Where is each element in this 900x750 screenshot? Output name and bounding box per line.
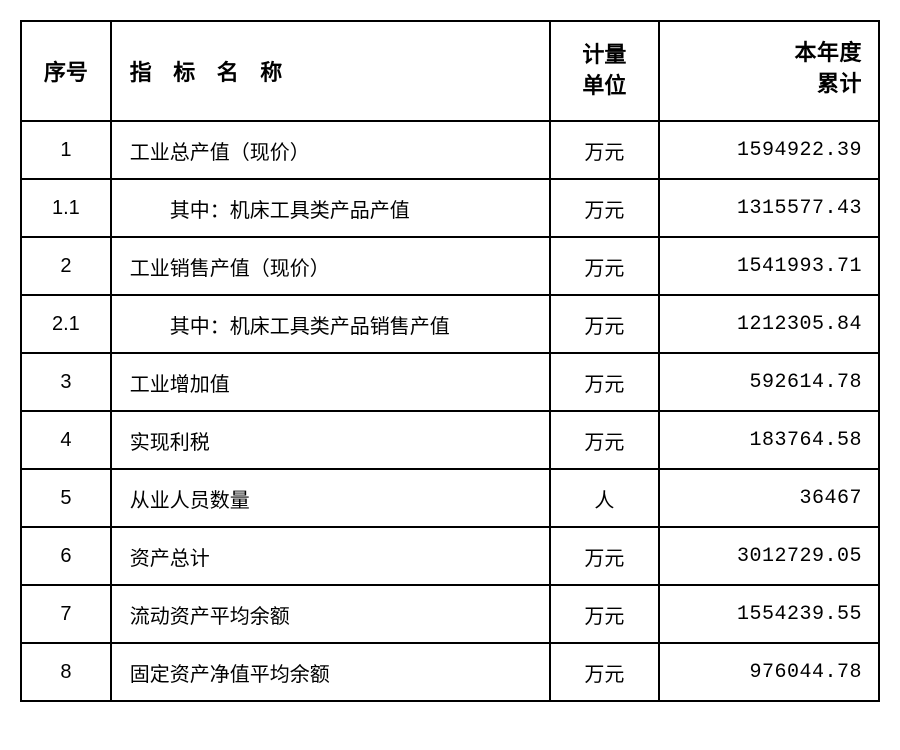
cell-seq: 1.1 bbox=[21, 179, 111, 237]
cell-name: 工业总产值（现价） bbox=[111, 121, 550, 179]
table-header-row: 序号 指 标 名 称 计量 单位 本年度 累计 bbox=[21, 21, 879, 121]
header-val-line1: 本年度 bbox=[794, 42, 862, 67]
cell-seq: 2 bbox=[21, 237, 111, 295]
cell-name: 工业增加值 bbox=[111, 353, 550, 411]
cell-unit: 万元 bbox=[550, 643, 660, 701]
table-row: 1 工业总产值（现价） 万元 1594922.39 bbox=[21, 121, 879, 179]
cell-name: 从业人员数量 bbox=[111, 469, 550, 527]
cell-name: 工业销售产值（现价） bbox=[111, 237, 550, 295]
header-val-line2: 累计 bbox=[817, 73, 862, 98]
table-row: 7 流动资产平均余额 万元 1554239.55 bbox=[21, 585, 879, 643]
table-row: 3 工业增加值 万元 592614.78 bbox=[21, 353, 879, 411]
cell-name: 其中：机床工具类产品销售产值 bbox=[111, 295, 550, 353]
cell-seq: 5 bbox=[21, 469, 111, 527]
cell-seq: 1 bbox=[21, 121, 111, 179]
table-row: 1.1 其中：机床工具类产品产值 万元 1315577.43 bbox=[21, 179, 879, 237]
cell-value: 3012729.05 bbox=[659, 527, 879, 585]
cell-value: 36467 bbox=[659, 469, 879, 527]
table-row: 5 从业人员数量 人 36467 bbox=[21, 469, 879, 527]
cell-name: 流动资产平均余额 bbox=[111, 585, 550, 643]
table-body: 1 工业总产值（现价） 万元 1594922.39 1.1 其中：机床工具类产品… bbox=[21, 121, 879, 701]
cell-value: 1541993.71 bbox=[659, 237, 879, 295]
cell-unit: 万元 bbox=[550, 121, 660, 179]
cell-value: 1315577.43 bbox=[659, 179, 879, 237]
header-name: 指 标 名 称 bbox=[111, 21, 550, 121]
cell-unit: 万元 bbox=[550, 353, 660, 411]
cell-value: 1594922.39 bbox=[659, 121, 879, 179]
cell-name: 其中：机床工具类产品产值 bbox=[111, 179, 550, 237]
table-row: 6 资产总计 万元 3012729.05 bbox=[21, 527, 879, 585]
table-row: 8 固定资产净值平均余额 万元 976044.78 bbox=[21, 643, 879, 701]
table-row: 4 实现利税 万元 183764.58 bbox=[21, 411, 879, 469]
cell-name: 固定资产净值平均余额 bbox=[111, 643, 550, 701]
cell-unit: 人 bbox=[550, 469, 660, 527]
cell-seq: 3 bbox=[21, 353, 111, 411]
cell-unit: 万元 bbox=[550, 585, 660, 643]
cell-value: 592614.78 bbox=[659, 353, 879, 411]
cell-value: 976044.78 bbox=[659, 643, 879, 701]
cell-unit: 万元 bbox=[550, 237, 660, 295]
cell-name: 实现利税 bbox=[111, 411, 550, 469]
table-row: 2.1 其中：机床工具类产品销售产值 万元 1212305.84 bbox=[21, 295, 879, 353]
cell-seq: 7 bbox=[21, 585, 111, 643]
economic-indicators-table: 序号 指 标 名 称 计量 单位 本年度 累计 1 工业总产值（现价） 万元 1… bbox=[20, 20, 880, 702]
table-row: 2 工业销售产值（现价） 万元 1541993.71 bbox=[21, 237, 879, 295]
cell-unit: 万元 bbox=[550, 527, 660, 585]
cell-unit: 万元 bbox=[550, 179, 660, 237]
header-unit-line2: 单位 bbox=[582, 73, 626, 98]
header-unit-line1: 计量 bbox=[582, 42, 626, 67]
cell-unit: 万元 bbox=[550, 411, 660, 469]
header-value: 本年度 累计 bbox=[659, 21, 879, 121]
cell-seq: 4 bbox=[21, 411, 111, 469]
cell-name: 资产总计 bbox=[111, 527, 550, 585]
cell-seq: 2.1 bbox=[21, 295, 111, 353]
cell-value: 183764.58 bbox=[659, 411, 879, 469]
cell-seq: 8 bbox=[21, 643, 111, 701]
cell-value: 1554239.55 bbox=[659, 585, 879, 643]
cell-seq: 6 bbox=[21, 527, 111, 585]
cell-unit: 万元 bbox=[550, 295, 660, 353]
header-unit: 计量 单位 bbox=[550, 21, 660, 121]
header-seq: 序号 bbox=[21, 21, 111, 121]
cell-value: 1212305.84 bbox=[659, 295, 879, 353]
